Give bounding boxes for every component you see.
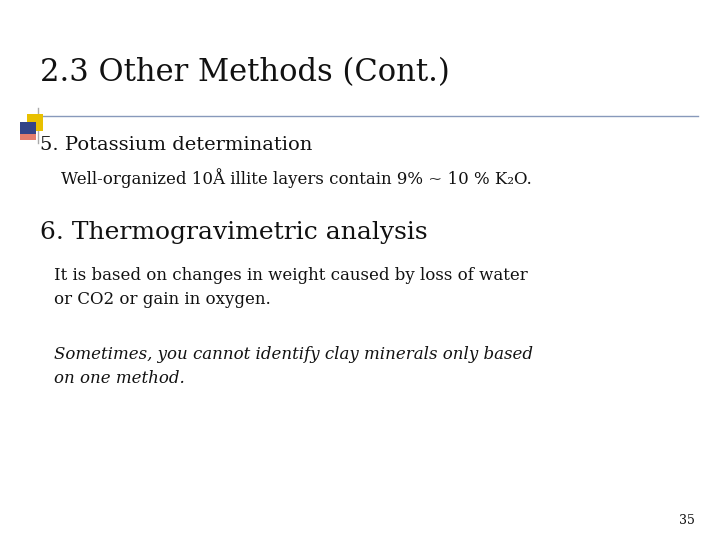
Text: It is based on changes in weight caused by loss of water
or CO2 or gain in oxyge: It is based on changes in weight caused …	[54, 267, 528, 308]
Bar	[27, 114, 43, 131]
Bar	[20, 124, 36, 140]
Text: 6. Thermogravimetric analysis: 6. Thermogravimetric analysis	[40, 221, 427, 245]
Bar	[20, 122, 36, 134]
Text: Sometimes, you cannot identify clay minerals only based
on one method.: Sometimes, you cannot identify clay mine…	[54, 346, 533, 387]
Text: 2.3 Other Methods (Cont.): 2.3 Other Methods (Cont.)	[40, 57, 449, 87]
Text: 5. Potassium determination: 5. Potassium determination	[40, 136, 312, 154]
Text: 35: 35	[679, 514, 695, 526]
Text: Well-organized 10Å illite layers contain 9% ~ 10 % K₂O.: Well-organized 10Å illite layers contain…	[61, 168, 532, 188]
